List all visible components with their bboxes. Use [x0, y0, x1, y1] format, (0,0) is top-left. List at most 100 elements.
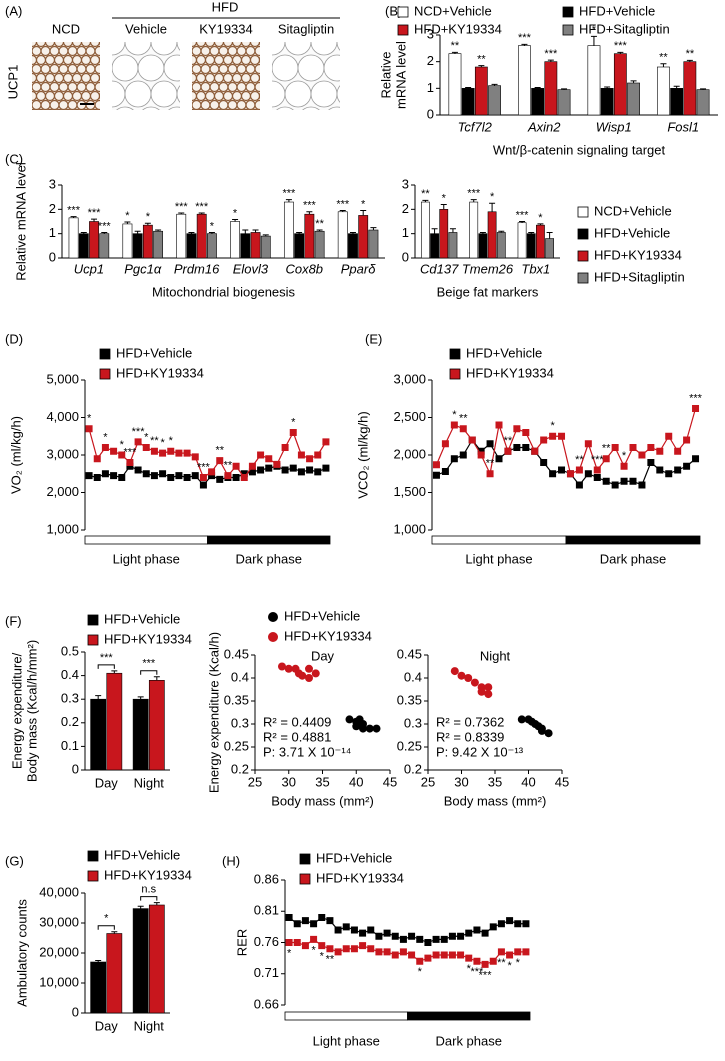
y-tick-label: 1,000 [393, 521, 426, 536]
y-tick-label: 0.5 [61, 643, 79, 658]
cell [104, 47, 113, 56]
point [531, 447, 539, 455]
error-bar [537, 223, 544, 226]
error-bar [422, 199, 429, 203]
bracket [97, 925, 115, 930]
y-tick-label: 2,500 [393, 409, 426, 424]
cell [227, 99, 238, 110]
cell [58, 63, 69, 75]
cell [55, 108, 63, 110]
y-tick-label: 0.3 [61, 691, 79, 706]
significance: ** [504, 435, 513, 447]
point [656, 447, 664, 455]
y-tick-label: 0.25 [224, 738, 249, 753]
cell [67, 45, 78, 57]
significance: * [146, 211, 151, 223]
point [383, 948, 391, 956]
x-tick-label: Tcf7l2 [458, 119, 493, 134]
legend-marker [577, 206, 589, 218]
error-bar [153, 676, 160, 681]
point [432, 461, 440, 469]
cell [209, 45, 220, 57]
point [656, 466, 664, 474]
histology-image [32, 42, 113, 110]
cell [32, 42, 38, 48]
error-bar [519, 221, 526, 223]
group-label: HFD [212, 0, 239, 14]
significance: * [104, 913, 109, 925]
x-tick-label: 30 [282, 774, 296, 789]
cell [35, 72, 47, 84]
point [517, 715, 526, 724]
y-tick-label: 0.4 [231, 669, 249, 684]
y-axis-label: Energy expenditure/ [9, 652, 24, 769]
cell [204, 72, 216, 84]
legend-label: HFD+Vehicle [116, 345, 192, 360]
point [457, 951, 465, 959]
point [191, 472, 199, 480]
point [489, 957, 497, 965]
point [408, 932, 416, 940]
point [481, 960, 489, 968]
point [298, 671, 307, 680]
cell [53, 90, 65, 102]
point [224, 472, 232, 480]
significance: ** [602, 443, 611, 455]
significance: * [210, 220, 215, 232]
bar [670, 88, 684, 116]
annotation: P: 9.42 X 10⁻¹³ [436, 744, 524, 759]
y-tick-label: 3,000 [46, 446, 79, 461]
cell [197, 108, 205, 110]
significance: * [442, 192, 447, 204]
cell [32, 72, 38, 84]
x-tick-label: Ucp1 [74, 261, 104, 276]
y-tick-label: 0.1 [61, 738, 79, 753]
phase-label: Dark phase [236, 551, 302, 566]
cell [227, 63, 238, 75]
cell [58, 45, 69, 57]
cell [204, 54, 216, 66]
bracket [97, 664, 115, 669]
significance: * [291, 416, 296, 428]
significance: ** [575, 454, 584, 466]
point [549, 432, 557, 440]
cell [236, 63, 247, 75]
histology-image [112, 42, 180, 110]
error-bar [449, 228, 456, 233]
significance: * [233, 207, 238, 219]
point [314, 468, 322, 476]
legend-label: HFD+KY19334 [466, 365, 554, 380]
point [440, 935, 448, 943]
panel-label: (F) [5, 613, 22, 628]
cell [206, 108, 214, 110]
cell [272, 42, 286, 56]
point [584, 440, 592, 448]
phase-label: Light phase [465, 551, 532, 566]
cell [112, 80, 126, 108]
bar [207, 233, 217, 259]
point [450, 421, 458, 429]
point [504, 447, 512, 455]
cell [350, 55, 376, 81]
error-bar [101, 231, 108, 234]
cell [85, 63, 96, 75]
cell [71, 72, 83, 84]
legend-label: HFD+KY19334 [104, 867, 192, 882]
significance: ** [451, 40, 460, 52]
bar [696, 89, 710, 116]
point [647, 444, 655, 451]
point [183, 449, 191, 457]
cell [71, 42, 83, 48]
point [408, 951, 416, 959]
point [322, 438, 330, 446]
point [544, 729, 553, 738]
cell [150, 42, 178, 56]
point [342, 945, 350, 953]
cell [62, 72, 74, 84]
significance: *** [195, 201, 209, 213]
point [110, 472, 118, 480]
column-label: NCD [52, 21, 80, 36]
cell [32, 54, 38, 66]
cell [328, 106, 340, 110]
significance: *** [516, 209, 530, 221]
